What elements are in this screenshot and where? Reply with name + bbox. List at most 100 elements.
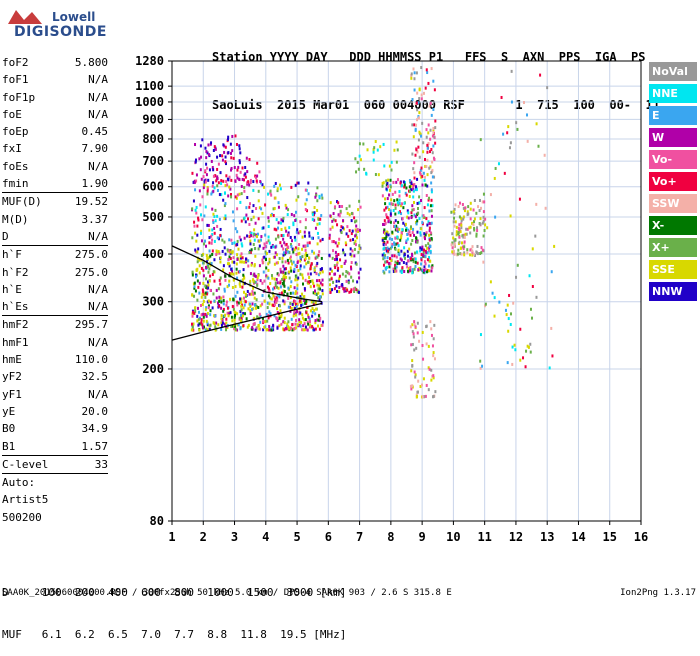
echo-point <box>329 290 332 294</box>
echo-point <box>262 328 265 332</box>
echo-point <box>398 261 401 265</box>
echo-point <box>279 281 282 285</box>
echo-point <box>296 323 299 327</box>
echo-point <box>210 262 213 266</box>
echo-point <box>393 199 396 203</box>
echo-point <box>231 134 234 138</box>
echo-point <box>293 235 296 239</box>
echo-point <box>274 283 277 287</box>
echo-point <box>330 277 333 281</box>
echo-point <box>320 256 323 260</box>
echo-point <box>293 307 296 311</box>
echo-point <box>514 348 517 352</box>
param-label: yE <box>2 404 16 418</box>
echo-point <box>280 218 283 222</box>
echo-point <box>389 213 392 217</box>
echo-point <box>213 279 216 283</box>
echo-point <box>406 254 409 258</box>
x-tick-label: 3 <box>231 530 238 544</box>
echo-point <box>231 319 234 323</box>
param-row: foEp 0.45 <box>2 123 108 140</box>
echo-point <box>270 297 273 301</box>
echo-point <box>393 224 396 228</box>
echo-point <box>197 285 200 289</box>
echo-point <box>383 164 386 168</box>
echo-point <box>290 280 293 284</box>
legend-item: X- <box>649 216 697 235</box>
echo-point <box>197 247 200 251</box>
echo-point <box>398 210 401 214</box>
echo-point <box>282 237 285 241</box>
echo-point <box>422 253 425 257</box>
echo-point <box>332 280 335 284</box>
echo-point <box>393 254 396 258</box>
echo-point <box>337 266 340 270</box>
echo-point <box>195 211 198 215</box>
echo-point <box>212 168 215 172</box>
params-divider <box>2 473 108 475</box>
echo-point <box>409 265 412 269</box>
echo-point <box>392 267 395 271</box>
echo-point <box>425 251 428 255</box>
echo-point <box>412 189 415 193</box>
echo-point <box>226 285 229 289</box>
echo-point <box>420 198 423 202</box>
param-label: yF1 <box>2 387 22 401</box>
echo-point <box>410 257 413 261</box>
echo-point <box>396 260 399 264</box>
echo-point <box>268 302 271 306</box>
echo-point <box>328 272 331 276</box>
echo-point <box>411 231 414 235</box>
echo-point <box>415 148 418 152</box>
echo-point <box>211 252 214 256</box>
echo-point <box>245 213 248 217</box>
echo-point <box>202 290 205 294</box>
echo-point <box>454 238 457 242</box>
echo-point <box>299 267 302 271</box>
echo-point <box>345 270 348 274</box>
echo-point <box>398 253 401 257</box>
echo-point <box>362 142 365 146</box>
echo-point <box>393 148 396 152</box>
echo-point <box>202 312 205 316</box>
echo-point <box>301 273 304 277</box>
echo-point <box>258 170 261 174</box>
echo-point <box>313 308 316 312</box>
echo-point <box>241 177 244 181</box>
echo-point <box>224 145 227 149</box>
echo-point <box>229 142 232 146</box>
echo-point <box>425 68 428 72</box>
echo-point <box>298 299 301 303</box>
echo-point <box>222 302 225 306</box>
echo-point <box>216 175 219 179</box>
echo-point <box>293 269 296 273</box>
echo-point <box>301 316 304 320</box>
echo-point <box>214 219 217 223</box>
echo-point <box>277 286 280 290</box>
echo-point <box>400 258 403 262</box>
echo-point <box>387 233 390 237</box>
echo-point <box>254 174 257 178</box>
param-label: foEs <box>2 159 29 173</box>
echo-point <box>390 258 393 262</box>
echo-point <box>408 230 411 234</box>
echo-point <box>285 206 288 210</box>
echo-point <box>296 287 299 291</box>
echo-point <box>404 222 407 226</box>
param-row: hmE 110.0 <box>2 351 108 368</box>
echo-point <box>202 252 205 256</box>
echo-point <box>460 216 463 220</box>
echo-point <box>267 225 270 229</box>
echo-point <box>429 128 432 132</box>
echo-point <box>395 255 398 259</box>
echo-point <box>384 206 387 210</box>
echo-point <box>216 184 219 188</box>
echo-point <box>244 165 247 169</box>
echo-point <box>396 178 399 182</box>
echo-point <box>480 206 483 210</box>
echo-point <box>206 280 209 284</box>
echo-point <box>416 219 419 223</box>
echo-point <box>328 283 331 287</box>
echo-point <box>253 291 256 295</box>
echo-point <box>388 265 391 269</box>
